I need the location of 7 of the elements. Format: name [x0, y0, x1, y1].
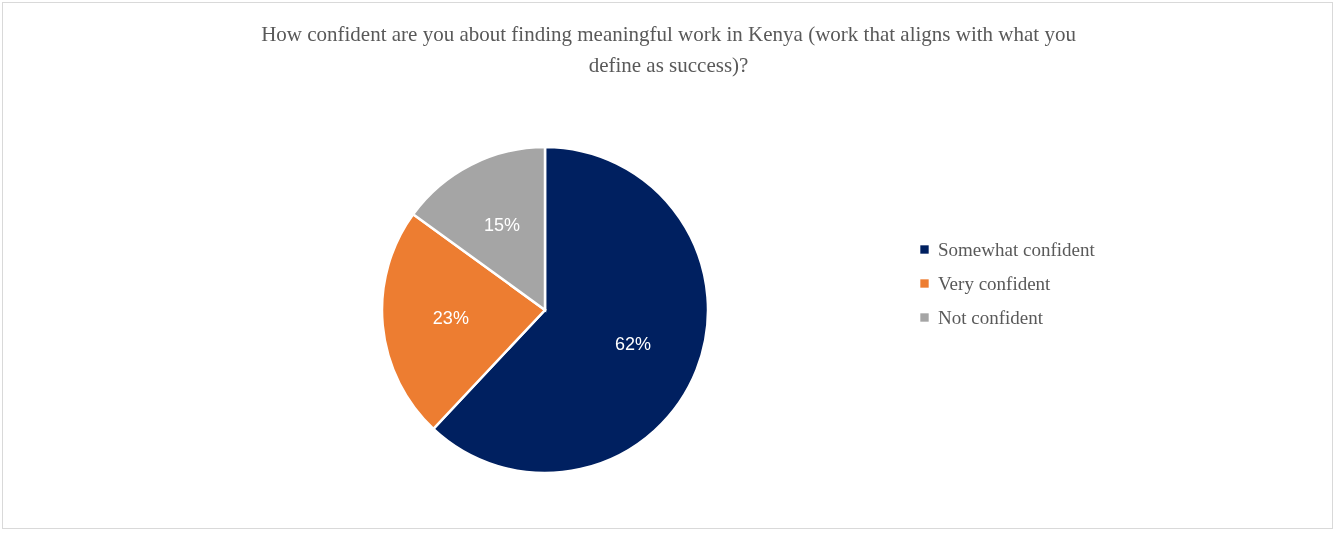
legend-label: Not confident: [938, 306, 1044, 328]
chart-title: How confident are you about finding meaningful work in Kenya (work that aligns with what you define as success)?: [261, 22, 1077, 77]
legend-label: Very confident: [938, 272, 1052, 294]
data-label: 23%: [432, 307, 469, 328]
data-label: 15%: [484, 214, 521, 235]
legend-label: Somewhat confident: [938, 238, 1096, 260]
data-label: 62%: [614, 333, 651, 354]
